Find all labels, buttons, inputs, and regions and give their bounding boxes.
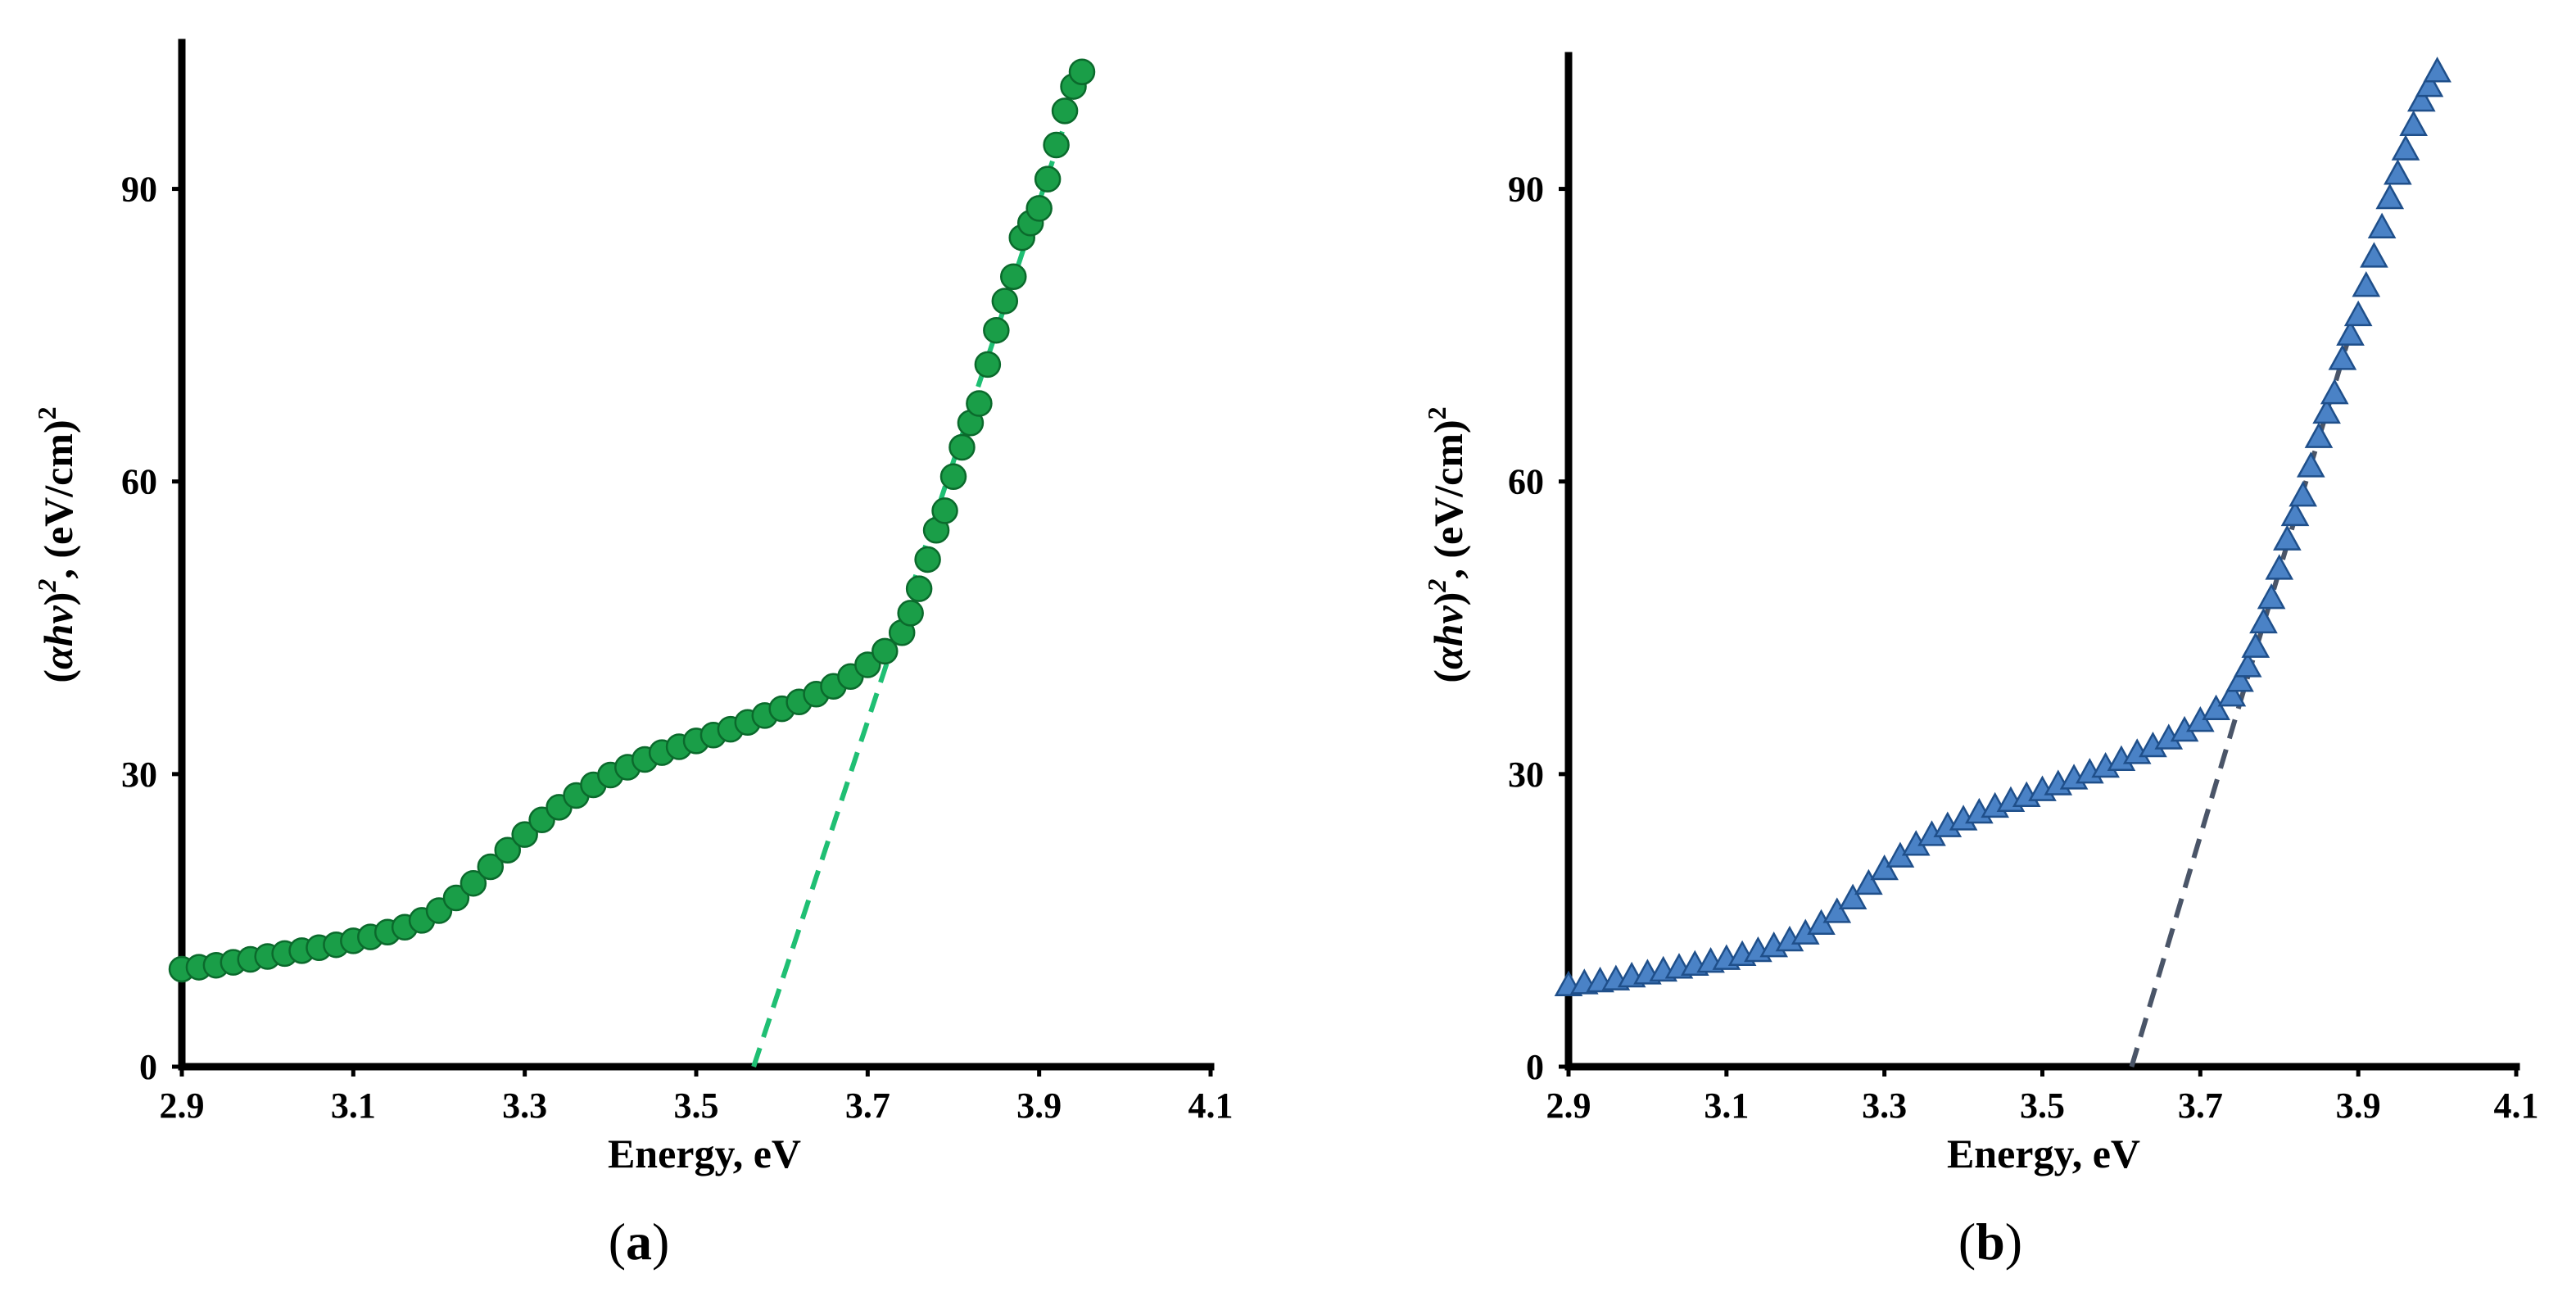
chart-b-x-ticks: 2.9 3.1 3.3 3.5 3.7 3.9 4.1 [1546,1067,2539,1126]
chart-a-data-point [914,546,941,573]
chart-a-data-point [974,351,1002,379]
chart-b-data-point [2336,320,2365,346]
chart-b-x-tick-label: 2.9 [1546,1086,1591,1126]
chart-b-data-point [1822,897,1852,923]
chart-b-data-point [2296,451,2325,478]
chart-b-data-point [2384,159,2412,185]
chart-b-data-point [2233,651,2262,678]
chart-a-data-point [897,600,924,627]
chart-b-data-point [1870,854,1899,881]
chart-a-x-tick-label: 4.1 [1188,1086,1234,1126]
chart-b-data-point [2304,422,2334,448]
chart-b-data-point [2415,70,2444,97]
chart-b-x-tick-label: 4.1 [2494,1086,2539,1126]
chart-b-y-tick-label: 30 [1508,755,1544,795]
chart-b-y-tick-label: 0 [1526,1047,1544,1087]
chart-b-data-point [2328,344,2357,370]
chart-b-data-point [1838,883,1867,910]
chart-b-data-point [2360,242,2388,268]
chart-a-y-tick-label: 60 [121,462,157,502]
chart-a-x-tick-label: 3.3 [502,1086,547,1126]
chart-b-data-point [2320,378,2349,405]
chart-a-data-point [1034,165,1062,193]
chart-b-data-point [2399,110,2428,136]
chart-a-data-point [1000,263,1027,290]
chart-a-y-tick-label: 30 [121,755,157,795]
chart-a-y-ticks: 0 30 60 90 [121,170,182,1087]
chart-b-data-point [2367,212,2397,238]
chart-b-data-point [2257,583,2286,610]
chart-a-data-point [931,497,958,524]
chart-a-data-point [905,575,933,602]
chart-b-x-tick-label: 3.3 [1862,1086,1907,1126]
chart-b-data-point [1854,868,1883,895]
chart-a-data-point [871,637,899,665]
chart-b-data-point [2280,500,2310,527]
chart-a-x-tick-label: 3.5 [674,1086,719,1126]
chart-a-x-tick-label: 3.7 [845,1086,890,1126]
chart-a-data-point [991,288,1019,315]
chart-a-data-point [939,463,967,491]
chart-a-x-tick-label: 2.9 [160,1086,205,1126]
chart-a-y-tick-label: 0 [139,1047,157,1087]
chart-a-y-tick-label: 90 [121,170,157,210]
chart-b-panel-label: (b) [1958,1213,2022,1271]
chart-a-data-point [854,651,881,678]
chart-b-x-tick-label: 3.1 [1704,1086,1749,1126]
chart-b-data-point [2352,271,2381,297]
chart-a-x-ticks: 2.9 3.1 3.3 3.5 3.7 3.9 4.1 [160,1067,1234,1126]
chart-b-data-point [2202,694,2230,721]
chart-b-x-tick-label: 3.5 [2020,1086,2065,1126]
chart-b-y-tick-label: 90 [1508,170,1544,210]
chart-panel-a: 0 30 60 90 2.9 3.1 3.3 3.5 3.7 3.9 4.1 (αhv)2, (e… [32,39,1234,1271]
chart-b-data-point [2289,480,2317,507]
chart-b-data-point [2423,57,2452,83]
chart-b-x-tick-label: 3.7 [2178,1086,2223,1126]
chart-b-data-point [2312,397,2341,424]
chart-a-data-point [494,836,521,864]
chart-a-data-point [948,433,976,461]
chart-a-data-point [511,821,538,848]
chart-a-x-axis-title: Energy, eV [608,1131,801,1176]
chart-b-x-axis-title: Energy, eV [1947,1131,2140,1176]
chart-a-data-point [1043,131,1070,159]
chart-b-data-point [2375,183,2405,210]
chart-a-panel-label: (a) [609,1213,670,1271]
chart-a-x-tick-label: 3.1 [331,1086,376,1126]
chart-b-data-point [2225,666,2254,692]
chart-a-y-axis-title: (αhv)2, (eV/cm)2 [32,406,81,682]
chart-b-data-point [2217,681,2247,707]
chart-a-series-points [168,58,1096,983]
chart-b-data-point [2343,300,2373,327]
chart-b-data-point [2273,524,2302,551]
chart-b-y-tick-label: 60 [1508,462,1544,502]
chart-b-data-point [2241,632,2270,658]
chart-b-y-ticks: 0 30 60 90 [1508,170,1569,1087]
chart-a-data-point [1068,58,1096,85]
chart-b-data-point [2265,554,2294,580]
chart-a-data-point [477,853,505,881]
chart-a-data-point [442,884,470,912]
chart-b-data-point [2249,607,2278,634]
chart-b-data-point [2406,85,2436,112]
chart-b-data-point [2391,134,2420,161]
chart-a-x-tick-label: 3.9 [1016,1086,1062,1126]
chart-b-y-axis-title: (αhv)2, (eV/cm)2 [1422,406,1471,682]
chart-panel-b: 0 30 60 90 2.9 3.1 3.3 3.5 3.7 3.9 4.1 (αhv)2, (e… [1422,52,2539,1271]
chart-a-data-point [1025,195,1053,222]
chart-b-series-points [1554,57,2452,996]
chart-b-x-tick-label: 3.9 [2336,1086,2381,1126]
chart-a-data-point [966,390,993,417]
chart-a-data-point [983,316,1010,344]
chart-a-data-point [460,869,487,897]
chart-a-data-point [1051,97,1079,125]
